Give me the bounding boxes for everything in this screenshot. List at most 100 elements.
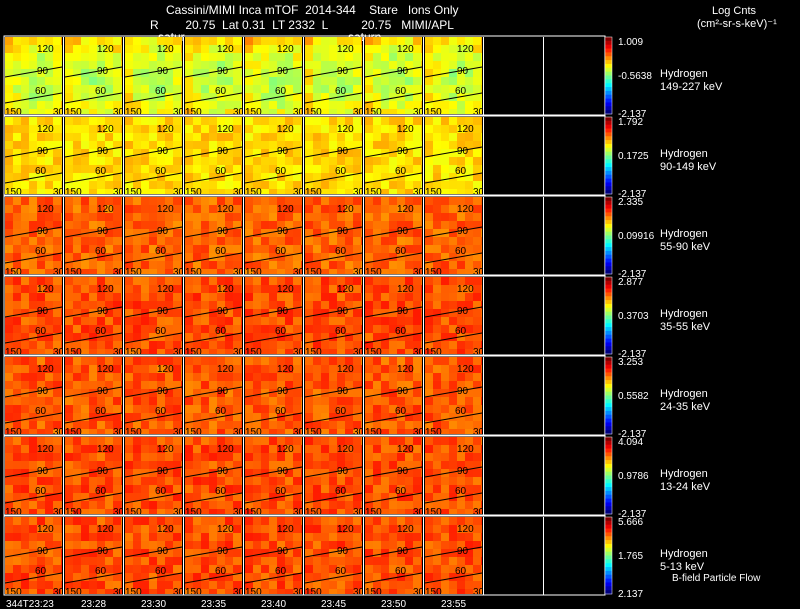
contour-label: 150 bbox=[245, 427, 262, 438]
heatmap-pixel bbox=[321, 285, 329, 293]
heatmap-pixel bbox=[481, 173, 482, 181]
heatmap-pixel bbox=[433, 45, 441, 53]
contour-label: 150 bbox=[365, 427, 382, 438]
heatmap-pixel bbox=[301, 149, 302, 157]
heatmap-pixel bbox=[361, 365, 362, 373]
heatmap-pixel bbox=[321, 157, 329, 165]
heatmap-pixel bbox=[305, 581, 313, 589]
heatmap-pixel bbox=[405, 261, 413, 269]
heatmap-pixel bbox=[337, 117, 345, 125]
heatmap-pixel bbox=[185, 437, 193, 445]
heatmap-pixel bbox=[381, 373, 389, 381]
heatmap-pixel bbox=[65, 37, 73, 45]
heatmap-pixel bbox=[45, 109, 53, 114]
heatmap-pixel bbox=[421, 341, 422, 349]
heatmap-pixel bbox=[209, 317, 217, 325]
heatmap-pixel bbox=[185, 453, 193, 461]
heatmap-pixel bbox=[337, 277, 345, 285]
heatmap-pixel bbox=[277, 509, 285, 514]
heatmap-pixel bbox=[245, 405, 253, 413]
heatmap-pixel bbox=[37, 293, 45, 301]
heatmap-pixel bbox=[89, 229, 97, 237]
heatmap-pixel bbox=[305, 109, 313, 114]
heatmap-pixel bbox=[305, 381, 313, 389]
heatmap-pixel bbox=[73, 269, 81, 274]
heatmap-pixel bbox=[165, 533, 173, 541]
heatmap-pixel bbox=[365, 253, 373, 261]
heatmap-pixel bbox=[165, 165, 173, 173]
heatmap-pixel bbox=[441, 93, 449, 101]
heatmap-pixel bbox=[329, 349, 337, 354]
colorbar-segment bbox=[605, 90, 612, 96]
heatmap-pixel bbox=[193, 237, 201, 245]
heatmap-pixel bbox=[245, 493, 253, 501]
heatmap-pixel bbox=[61, 237, 62, 245]
heatmap-pixel bbox=[381, 477, 389, 485]
heatmap-pixel bbox=[121, 341, 122, 349]
contour-line bbox=[424, 386, 483, 398]
heatmap-pixel bbox=[121, 285, 122, 293]
heatmap-pixel bbox=[293, 181, 301, 189]
heatmap-pixel bbox=[373, 373, 381, 381]
heatmap-pixel bbox=[277, 485, 285, 493]
heatmap-pixel bbox=[389, 93, 397, 101]
heatmap-pixel bbox=[173, 509, 181, 514]
heatmap-pixel bbox=[245, 229, 253, 237]
heatmap-pixel bbox=[245, 61, 253, 69]
heatmap-pixel bbox=[293, 389, 301, 397]
heatmap-pixel bbox=[141, 477, 149, 485]
contour-label: 90 bbox=[277, 146, 289, 157]
heatmap-pixel bbox=[125, 141, 133, 149]
heatmap-pixel bbox=[201, 485, 209, 493]
heatmap-pixel bbox=[89, 437, 97, 445]
contour-label: 120 bbox=[277, 444, 294, 455]
heatmap-pixel bbox=[365, 277, 373, 285]
heatmap-pixel bbox=[193, 501, 201, 509]
contour-line bbox=[304, 492, 363, 504]
heatmap-pixel bbox=[321, 557, 329, 565]
heatmap-pixel bbox=[253, 253, 261, 261]
heatmap-pixel bbox=[29, 397, 37, 405]
heatmap-pixel bbox=[105, 421, 113, 429]
heatmap-pixel bbox=[133, 581, 141, 589]
heatmap-pixel bbox=[321, 205, 329, 213]
heatmap-pixel bbox=[13, 181, 21, 189]
heatmap-pixel bbox=[241, 109, 242, 114]
heatmap-pixel bbox=[449, 221, 457, 229]
heatmap-pixel bbox=[21, 589, 29, 594]
heatmap-pixel bbox=[389, 253, 397, 261]
heatmap-pixel bbox=[141, 285, 149, 293]
heatmap-pixel bbox=[337, 165, 345, 173]
heatmap-pixel bbox=[65, 213, 73, 221]
heatmap-pixel bbox=[201, 125, 209, 133]
heatmap-pixel bbox=[241, 549, 242, 557]
heatmap-pixel bbox=[285, 101, 293, 109]
heatmap-pixel bbox=[5, 293, 13, 301]
heatmap-pixel bbox=[481, 301, 482, 309]
heatmap-pixel bbox=[61, 181, 62, 189]
heatmap-pixel bbox=[421, 269, 422, 274]
heatmap-pixel bbox=[413, 381, 421, 389]
heatmap-pixel bbox=[405, 333, 413, 341]
heatmap-pixel bbox=[89, 261, 97, 269]
heatmap-pixel bbox=[365, 349, 373, 354]
heatmap-pixel bbox=[201, 517, 209, 525]
heatmap-pixel bbox=[245, 133, 253, 141]
heatmap-pixel bbox=[185, 141, 193, 149]
heatmap-pixel bbox=[313, 373, 321, 381]
heatmap-pixel bbox=[277, 557, 285, 565]
heatmap-pixel bbox=[81, 397, 89, 405]
heatmap-pixel bbox=[29, 325, 37, 333]
heatmap-pixel bbox=[413, 125, 421, 133]
contour-label: 60 bbox=[95, 406, 107, 417]
heatmap-pixel bbox=[473, 277, 481, 285]
heatmap-pixel bbox=[149, 525, 157, 533]
heatmap-pixel bbox=[449, 349, 457, 354]
heatmap-pixel bbox=[413, 117, 421, 125]
heatmap-pixel bbox=[29, 45, 37, 53]
heatmap-pixel bbox=[481, 445, 482, 453]
heatmap-pixel bbox=[373, 397, 381, 405]
heatmap-pixel bbox=[433, 325, 441, 333]
heatmap-pixel bbox=[21, 165, 29, 173]
heatmap-pixel bbox=[181, 45, 182, 53]
